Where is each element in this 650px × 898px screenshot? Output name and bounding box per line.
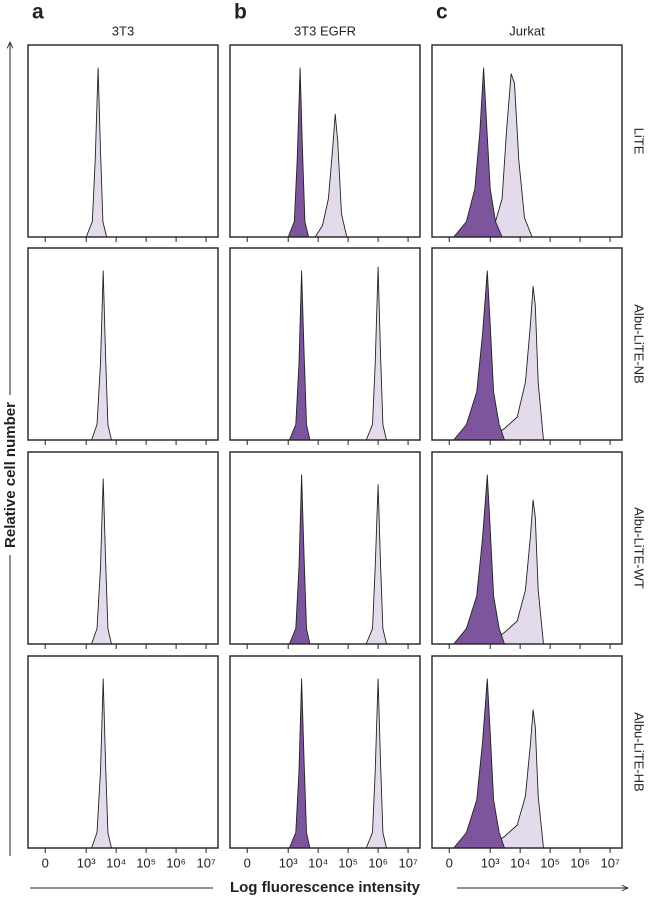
x-tick-label: 10⁷	[398, 855, 417, 870]
histogram	[91, 678, 112, 849]
row-label: LiTE	[632, 128, 647, 155]
row-label: Albu-LiTE-HB	[632, 712, 647, 791]
x-tick-label: 10⁵	[136, 855, 156, 870]
histogram	[453, 678, 505, 849]
histogram	[453, 270, 505, 441]
x-tick-label: 0	[244, 855, 251, 870]
panel-frame	[431, 44, 623, 238]
panel-frame	[431, 655, 623, 849]
label-bg	[0, 395, 20, 555]
panel-frame	[229, 655, 421, 849]
histogram	[288, 678, 311, 849]
column-title: 3T3 EGFR	[294, 23, 356, 38]
x-tick-label: 10⁷	[196, 855, 215, 870]
row-label: Albu-LiTE-NB	[632, 304, 647, 383]
panel-frame	[229, 451, 421, 645]
x-tick-label: 0	[446, 855, 453, 870]
x-tick-label: 10⁵	[338, 855, 358, 870]
histogram	[365, 266, 387, 441]
x-tick-label: 0	[42, 855, 49, 870]
histogram	[288, 270, 311, 441]
x-tick-label: 10⁴	[510, 855, 530, 870]
x-tick-label: 10³	[481, 855, 500, 870]
panel-frame	[27, 247, 219, 441]
x-axis-label: Log fluorescence intensity	[230, 879, 421, 896]
panel-frame	[431, 451, 623, 645]
histogram	[365, 484, 387, 645]
panel-letter: c	[436, 1, 448, 24]
x-tick-label: 10³	[77, 855, 96, 870]
panel-letter: b	[234, 1, 247, 24]
panel-frame	[27, 44, 219, 238]
histogram	[453, 474, 505, 645]
histogram	[91, 478, 112, 645]
histogram	[85, 67, 108, 238]
histogram	[91, 270, 112, 441]
histogram	[288, 474, 311, 645]
x-tick-label: 10⁶	[368, 855, 388, 870]
panel-letter: a	[32, 1, 44, 24]
histogram	[480, 73, 533, 238]
histogram	[365, 678, 387, 849]
y-axis-label: Relative cell number	[2, 402, 19, 548]
row-label: Albu-LiTE-WT	[632, 507, 647, 589]
label-bg	[213, 878, 457, 898]
x-tick-label: 10³	[279, 855, 298, 870]
column-title: 3T3	[112, 23, 134, 38]
panel-frame	[27, 451, 219, 645]
panel-frame	[431, 247, 623, 441]
histogram	[453, 67, 503, 238]
x-tick-label: 10⁴	[106, 855, 126, 870]
histogram	[287, 67, 310, 238]
x-tick-label: 10⁶	[166, 855, 186, 870]
x-tick-label: 10⁴	[308, 855, 328, 870]
column-title: Jurkat	[509, 23, 545, 38]
x-tick-label: 10⁵	[540, 855, 560, 870]
panel-frame	[27, 655, 219, 849]
histogram	[314, 113, 348, 238]
histogram	[487, 709, 544, 849]
x-tick-label: 10⁶	[570, 855, 590, 870]
panel-frame	[229, 44, 421, 238]
histogram	[487, 285, 544, 441]
histogram	[487, 499, 544, 645]
panel-frame	[229, 247, 421, 441]
x-tick-label: 10⁷	[600, 855, 619, 870]
